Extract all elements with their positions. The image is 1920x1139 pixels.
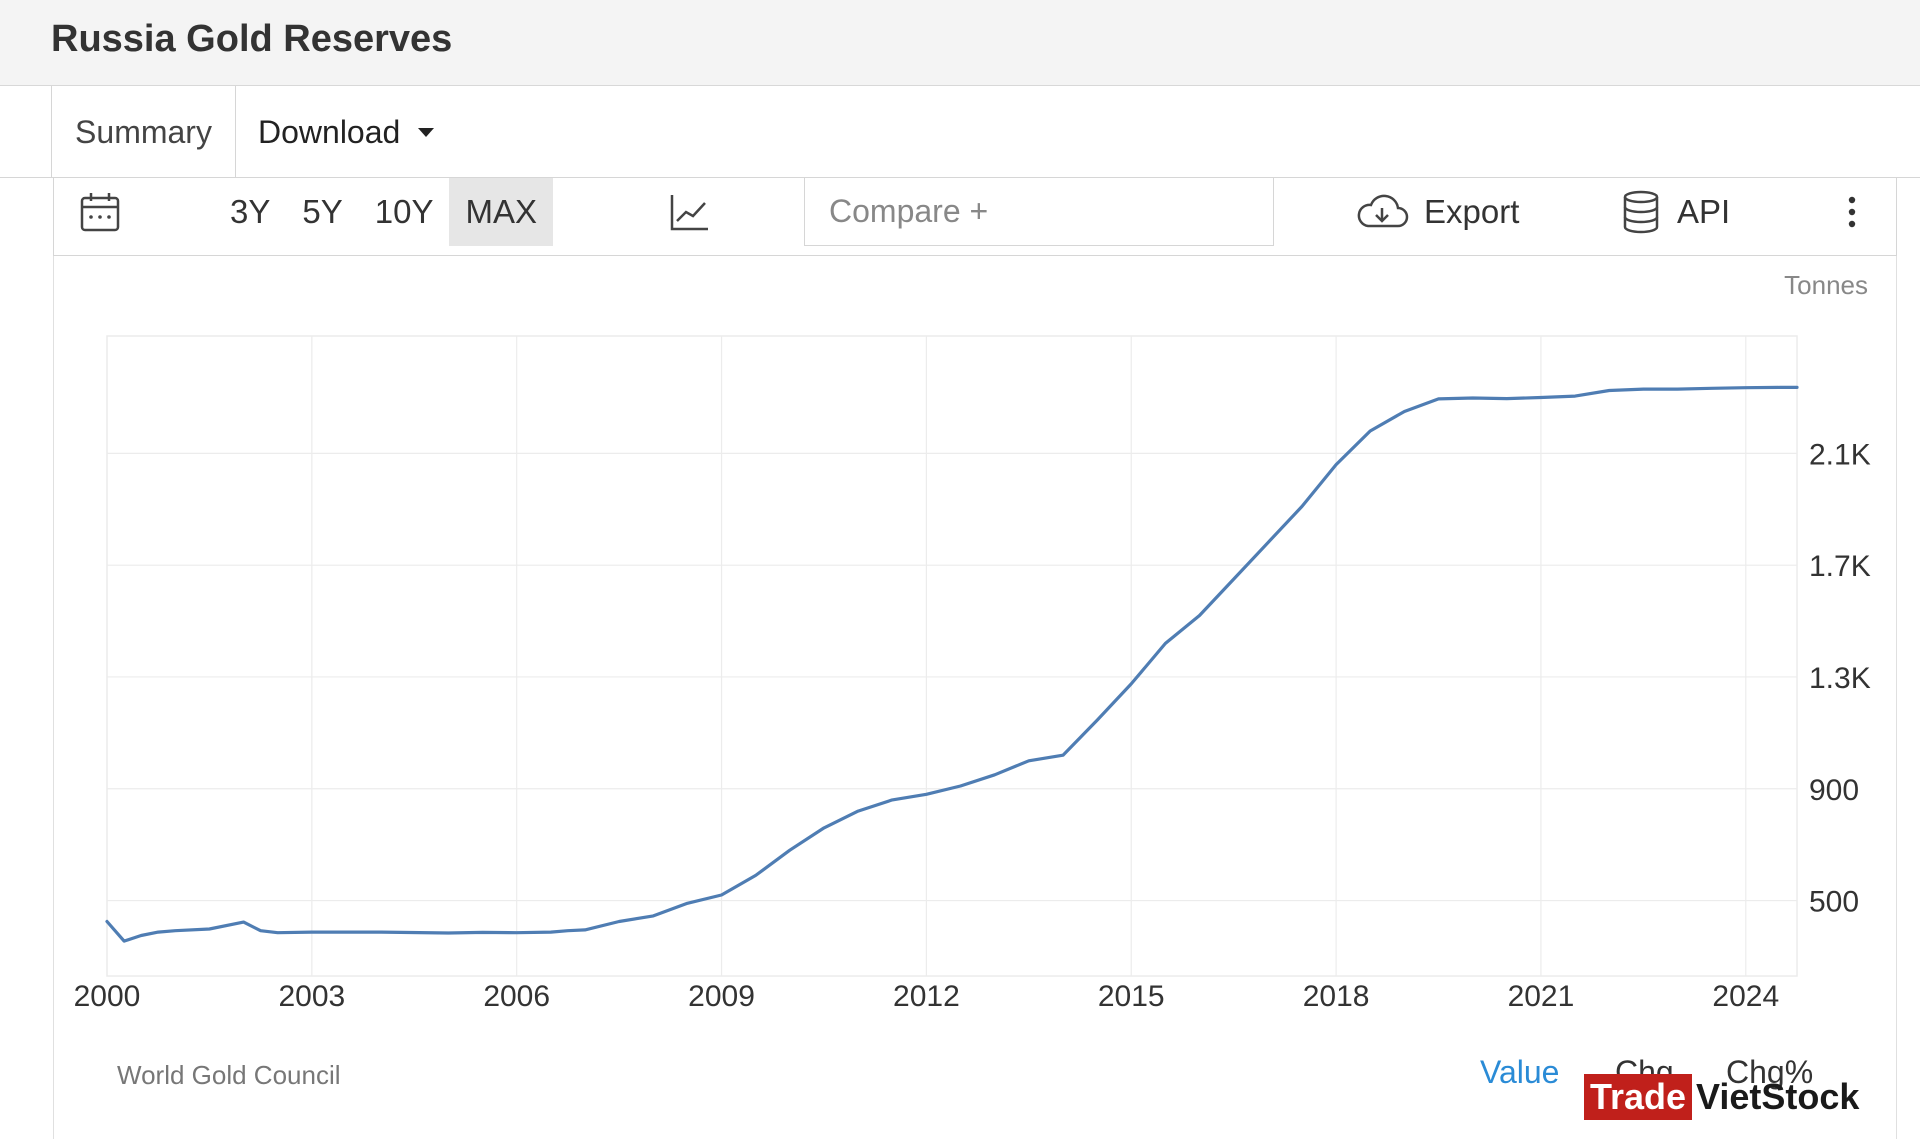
plot-area-border <box>106 335 1798 977</box>
watermark-vietstock: VietStock <box>1696 1076 1860 1117</box>
tab-download-label: Download <box>258 113 401 150</box>
y-tick-label: 500 <box>1809 886 1859 919</box>
x-tick-label: 2012 <box>893 980 960 1013</box>
watermark-trade: Trade <box>1584 1074 1693 1120</box>
range-10y-button[interactable]: 10Y <box>374 193 434 230</box>
database-icon <box>1623 190 1659 234</box>
tab-summary-label: Summary <box>75 113 212 150</box>
tab-chg-pct[interactable]: Chg% <box>1726 1054 1814 1090</box>
range-group: 3Y 5Y 10Y MAX <box>214 178 553 246</box>
caret-down-icon <box>418 127 435 137</box>
tab-divider <box>0 177 1920 178</box>
page-title: Russia Gold Reserves <box>51 18 453 60</box>
more-options-button[interactable] <box>1846 178 1858 246</box>
calendar-icon <box>80 193 120 232</box>
x-tick-label: 2015 <box>1098 980 1165 1013</box>
range-5y-button[interactable]: 5Y <box>302 193 343 230</box>
x-tick-label: 2003 <box>278 980 345 1013</box>
x-tick-label: 2024 <box>1712 980 1779 1013</box>
x-tick-label: 2021 <box>1508 980 1575 1013</box>
watermark-logo: Trade VietStock <box>1584 1074 1859 1120</box>
range-3y-button[interactable]: 3Y <box>230 193 271 230</box>
x-tick-label: 2009 <box>688 980 755 1013</box>
range-max-button[interactable]: MAX <box>449 178 553 246</box>
y-tick-label: 2.1K <box>1809 438 1871 471</box>
tab-row: Summary Download <box>0 86 1920 178</box>
tab-summary[interactable]: Summary <box>51 86 236 178</box>
more-vertical-icon <box>1848 196 1856 228</box>
x-tick-label: 2000 <box>74 980 141 1013</box>
api-button[interactable]: API <box>1621 178 1730 246</box>
compare-input[interactable]: Compare + <box>804 178 1274 246</box>
chart-toolbar: 3Y 5Y 10Y MAX Compare + Export API <box>53 178 1897 256</box>
cloud-download-icon <box>1357 194 1409 228</box>
gold-reserves-chart: 2000 2003 2006 2009 2012 2015 2018 2021 2024 500 9… <box>74 270 1871 1013</box>
export-button[interactable]: Export <box>1354 178 1519 246</box>
y-tick-label: 1.7K <box>1809 550 1871 583</box>
title-bar: Russia Gold Reserves <box>0 0 1920 86</box>
tab-download[interactable]: Download <box>258 86 435 178</box>
y-tick-label: 1.3K <box>1809 662 1871 695</box>
y-tick-label: 900 <box>1809 774 1859 807</box>
api-label: API <box>1677 193 1731 230</box>
y-axis-unit-label: Tonnes <box>1784 270 1868 300</box>
tab-value[interactable]: Value <box>1480 1054 1560 1090</box>
line-chart-icon <box>670 195 708 231</box>
data-source: World Gold Council <box>117 1060 341 1090</box>
export-label: Export <box>1424 193 1520 230</box>
date-range-button[interactable] <box>78 178 122 246</box>
series-line <box>105 385 1799 943</box>
x-tick-label: 2018 <box>1303 980 1370 1013</box>
chart-panel <box>53 256 1897 1139</box>
x-tick-label: 2006 <box>483 980 550 1013</box>
chart-type-button[interactable] <box>668 178 710 246</box>
compare-placeholder: Compare + <box>829 193 989 229</box>
